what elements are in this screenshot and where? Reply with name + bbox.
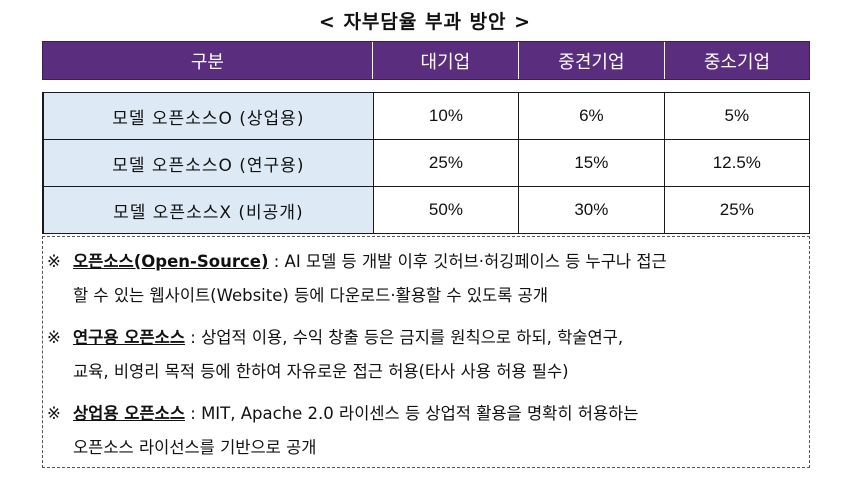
note-text: : MIT, Apache 2.0 라이센스 등 상업적 활용을 명확히 허용하… (185, 404, 639, 423)
table-row: 모델 오픈소스O (상업용) 10% 6% 5% (44, 93, 810, 140)
note-item: ※ 상업용 오픈소스 : MIT, Apache 2.0 라이센스 등 상업적 … (47, 397, 805, 465)
burden-rate-table: 모델 오픈소스O (상업용) 10% 6% 5% 모델 오픈소스O (연구용) … (42, 92, 810, 234)
header-category: 구분 (43, 42, 373, 79)
cell-mid: 15% (519, 140, 665, 186)
reference-mark: ※ (47, 252, 61, 271)
note-text: : 상업적 이용, 수익 창출 등은 금지를 원칙으로 하되, 학술연구, (185, 328, 624, 347)
header-mid-enterprise: 중견기업 (519, 42, 665, 79)
header-large-enterprise: 대기업 (373, 42, 519, 79)
note-line: 오픈소스 라이선스를 기반으로 공개 (73, 438, 317, 457)
note-line: 오픈소스(Open-Source) : AI 모델 등 개발 이후 깃허브·허깅… (73, 245, 805, 279)
note-term: 상업용 오픈소스 (73, 404, 186, 423)
table-row: 모델 오픈소스X (비공개) 50% 30% 25% (44, 187, 810, 234)
note-text: : AI 모델 등 개발 이후 깃허브·허깅페이스 등 누구나 접근 (268, 252, 667, 271)
note-term: 오픈소스(Open-Source) (73, 252, 269, 271)
note-item: ※ 연구용 오픈소스 : 상업적 이용, 수익 창출 등은 금지를 원칙으로 하… (47, 321, 805, 389)
note-line: 연구용 오픈소스 : 상업적 이용, 수익 창출 등은 금지를 원칙으로 하되,… (73, 321, 805, 355)
table-row: 모델 오픈소스O (연구용) 25% 15% 12.5% (44, 140, 810, 187)
row-label: 모델 오픈소스O (상업용) (44, 93, 374, 139)
row-label: 모델 오픈소스X (비공개) (44, 187, 374, 233)
cell-mid: 30% (519, 187, 665, 233)
reference-mark: ※ (47, 328, 61, 347)
cell-small: 25% (664, 187, 810, 233)
note-line: 할 수 있는 웹사이트(Website) 등에 다운로드·활용할 수 있도록 공… (73, 286, 548, 305)
notes-box: ※ 오픈소스(Open-Source) : AI 모델 등 개발 이후 깃허브·… (42, 236, 810, 468)
note-line: 교육, 비영리 목적 등에 한하여 자유로운 접근 허용(타사 사용 허용 필수… (73, 362, 569, 381)
cell-small: 5% (664, 93, 810, 139)
cell-large: 10% (373, 93, 520, 139)
cell-small: 12.5% (664, 140, 810, 186)
reference-mark: ※ (47, 404, 61, 423)
cell-large: 25% (373, 140, 520, 186)
cell-mid: 6% (519, 93, 665, 139)
note-item: ※ 오픈소스(Open-Source) : AI 모델 등 개발 이후 깃허브·… (47, 245, 805, 313)
table-header: 구분 대기업 중견기업 중소기업 (42, 41, 810, 80)
page-title: < 자부담율 부과 방안 > (318, 11, 532, 33)
row-label: 모델 오픈소스O (연구용) (44, 140, 374, 186)
note-line: 상업용 오픈소스 : MIT, Apache 2.0 라이센스 등 상업적 활용… (73, 397, 805, 431)
note-term: 연구용 오픈소스 (73, 328, 186, 347)
cell-large: 50% (373, 187, 520, 233)
header-small-enterprise: 중소기업 (703, 51, 771, 73)
